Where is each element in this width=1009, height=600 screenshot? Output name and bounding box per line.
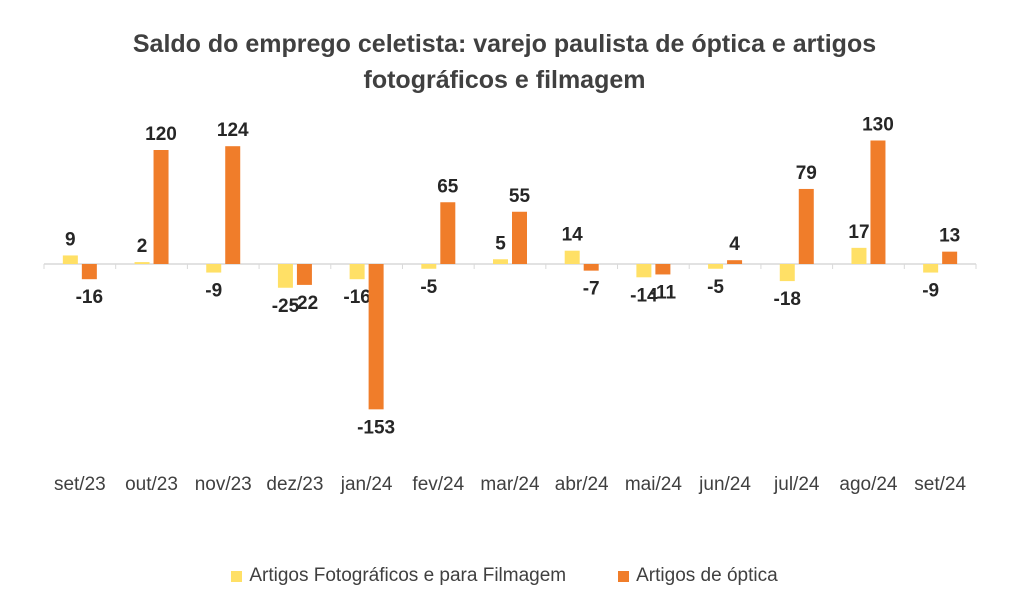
data-label-optics: -22	[291, 293, 318, 314]
bar-photo	[421, 264, 437, 269]
data-label-photo: -9	[205, 281, 222, 302]
x-tick-label: mar/24	[480, 474, 540, 495]
data-label-optics: 13	[939, 226, 960, 247]
x-tick-label: set/23	[54, 474, 106, 495]
bar-photo	[62, 255, 78, 264]
legend: Artigos Fotográficos e para Filmagem Art…	[0, 565, 1009, 587]
data-label-photo: 14	[562, 225, 584, 246]
bar-optics	[225, 146, 241, 264]
data-label-photo: -5	[420, 277, 437, 298]
data-label-optics: 120	[145, 124, 177, 145]
x-tick-label: dez/23	[266, 474, 323, 495]
x-tick-label: mai/24	[625, 474, 682, 495]
bar-optics	[296, 264, 312, 285]
bar-optics	[440, 202, 456, 264]
bar-photo	[923, 264, 939, 273]
legend-swatch-photo	[231, 570, 243, 582]
data-label-optics: 65	[437, 176, 459, 197]
bar-optics	[583, 264, 599, 271]
x-tick-label: nov/23	[195, 474, 252, 495]
bar-photo	[851, 247, 867, 264]
data-label-photo: -9	[922, 281, 939, 302]
bar-photo	[493, 259, 508, 264]
data-label-optics: -153	[357, 417, 395, 438]
bar-optics	[727, 260, 743, 264]
bar-optics	[942, 251, 958, 264]
x-tick-label: jan/24	[340, 474, 393, 495]
bar-photo	[636, 264, 652, 278]
bar-photo	[708, 264, 724, 269]
x-tick-label: fev/24	[412, 474, 464, 495]
bar-optics	[798, 188, 814, 264]
data-label-photo: 9	[65, 229, 76, 250]
bar-optics	[153, 150, 169, 264]
bar-optics	[81, 264, 97, 280]
x-tick-label: jul/24	[773, 474, 820, 495]
x-tick-label: out/23	[125, 474, 178, 495]
bar-photo	[277, 264, 293, 288]
bar-optics	[870, 140, 886, 264]
data-label-photo: 5	[495, 233, 506, 254]
legend-item-optics: Artigos de óptica	[618, 565, 778, 587]
data-label-photo: -14	[630, 285, 658, 306]
data-label-optics: -7	[583, 279, 600, 300]
data-label-optics: 130	[862, 115, 894, 136]
bar-optics	[655, 264, 671, 275]
bar-photo	[134, 262, 150, 264]
data-label-photo: 2	[137, 236, 148, 257]
x-tick-label: jun/24	[698, 474, 751, 495]
bar-photo	[206, 264, 222, 273]
bar-photo	[349, 264, 365, 280]
x-tick-label: ago/24	[839, 474, 898, 495]
data-label-photo: 17	[848, 222, 869, 243]
bar-photo	[564, 250, 580, 264]
bar-photo	[779, 264, 795, 282]
legend-item-photo: Artigos Fotográficos e para Filmagem	[231, 565, 566, 587]
chart-title-line-2: fotográficos e filmagem	[363, 66, 646, 94]
legend-swatch-optics	[618, 570, 630, 582]
data-label-photo: -25	[272, 296, 300, 317]
legend-label-optics: Artigos de óptica	[636, 565, 778, 586]
chart-title-line-1: Saldo do emprego celetista: varejo pauli…	[132, 30, 877, 58]
bar-optics	[368, 264, 384, 410]
data-label-optics: -16	[76, 287, 103, 308]
data-label-optics: 55	[509, 186, 531, 207]
x-tick-label: set/24	[914, 474, 966, 495]
chart-title: Saldo do emprego celetista: varejo pauli…	[0, 26, 1009, 98]
data-label-optics: 79	[796, 163, 817, 184]
data-label-optics: 4	[729, 234, 740, 255]
data-label-optics: 124	[217, 120, 249, 141]
legend-label-photo: Artigos Fotográficos e para Filmagem	[249, 565, 567, 586]
data-label-photo: -5	[707, 277, 724, 298]
data-label-optics: -11	[650, 282, 677, 303]
bar-optics	[512, 211, 527, 264]
data-label-photo: -16	[343, 287, 370, 308]
x-tick-label: abr/24	[555, 474, 609, 495]
data-label-photo: -18	[774, 289, 801, 310]
